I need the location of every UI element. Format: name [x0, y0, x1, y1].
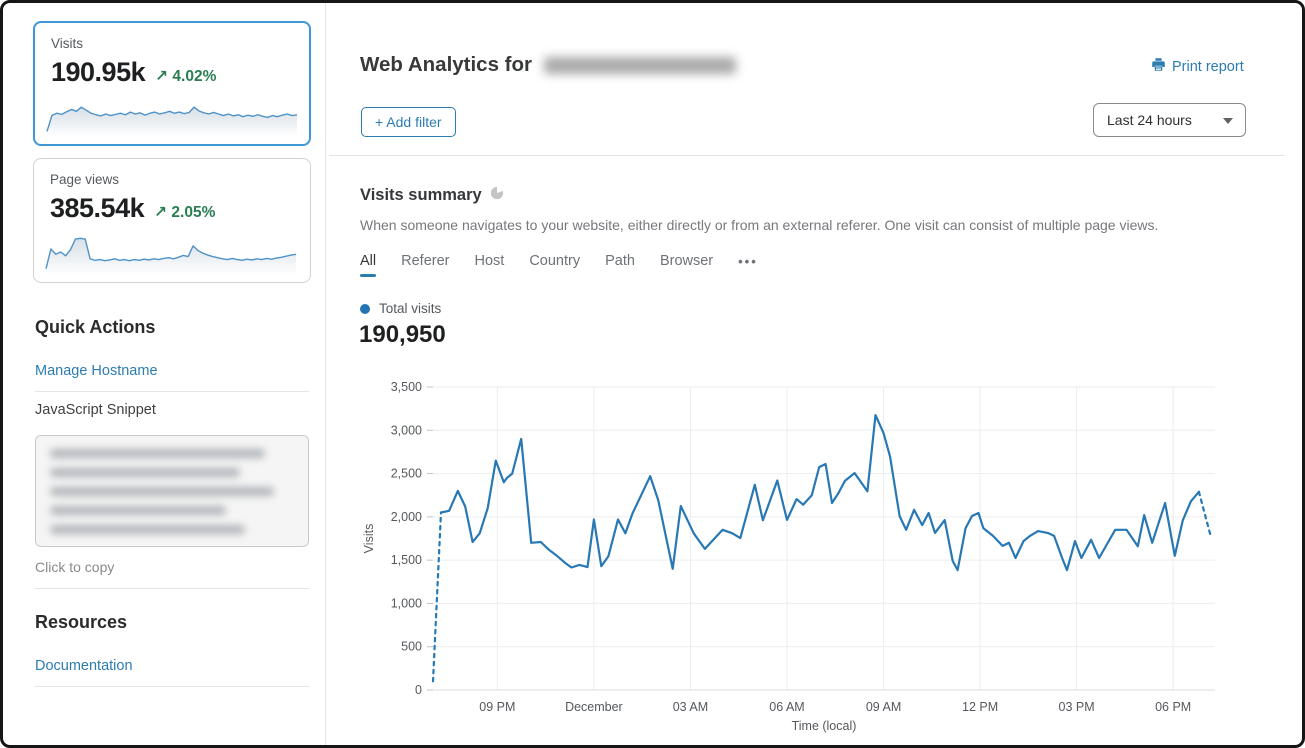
svg-text:09 PM: 09 PM	[479, 700, 515, 714]
svg-text:12 PM: 12 PM	[962, 700, 998, 714]
svg-text:09 AM: 09 AM	[866, 700, 901, 714]
visits-line-chart: 0 500 1,000 1,500 2,000 2,500 3,000 3,500 09 PM D…	[359, 375, 1229, 735]
redacted-code-line	[50, 487, 275, 496]
svg-text:2,000: 2,000	[391, 510, 422, 524]
time-range-dropdown[interactable]: Last 24 hours	[1093, 103, 1246, 137]
tab-all[interactable]: All	[360, 253, 377, 277]
pageviews-card-delta: ↗ 2.05%	[154, 204, 216, 221]
printer-icon	[1151, 57, 1166, 76]
print-report-label: Print report	[1172, 58, 1244, 75]
manage-hostname-link[interactable]: Manage Hostname	[35, 363, 158, 379]
divider	[35, 588, 309, 589]
tab-referer[interactable]: Referer	[401, 253, 450, 269]
pageviews-sparkline-chart	[45, 237, 297, 275]
visits-summary-description: When someone navigates to your website, …	[360, 217, 1159, 233]
svg-text:1,500: 1,500	[391, 553, 422, 567]
visits-summary-heading: Visits summary	[360, 186, 504, 205]
print-report-button[interactable]: Print report	[1151, 57, 1244, 76]
add-filter-button[interactable]: + Add filter	[361, 107, 456, 137]
svg-text:06 PM: 06 PM	[1155, 700, 1191, 714]
javascript-snippet-label: JavaScript Snippet	[35, 402, 156, 418]
svg-text:Visits: Visits	[362, 524, 376, 554]
page-title: Web Analytics for	[360, 53, 737, 77]
svg-text:06 AM: 06 AM	[769, 700, 804, 714]
trend-up-icon: ↗	[154, 204, 168, 221]
svg-text:500: 500	[401, 640, 422, 654]
redacted-code-line	[50, 525, 246, 534]
trend-up-icon: ↗	[155, 68, 169, 85]
svg-text:3,500: 3,500	[391, 380, 422, 394]
resources-heading: Resources	[35, 612, 128, 632]
documentation-link[interactable]: Documentation	[35, 658, 133, 674]
visits-card-label: Visits	[51, 36, 84, 51]
svg-text:2,500: 2,500	[391, 467, 422, 481]
quick-actions-heading: Quick Actions	[35, 317, 156, 337]
javascript-snippet-box[interactable]	[35, 435, 309, 547]
svg-text:December: December	[565, 700, 623, 714]
visits-card-delta: ↗ 4.02%	[155, 68, 217, 85]
pageviews-card-label: Page views	[50, 172, 120, 187]
redacted-code-line	[50, 468, 241, 477]
dimension-tabs: All Referer Host Country Path Browser •••	[360, 253, 758, 277]
sidebar-divider	[325, 3, 326, 745]
pie-help-icon[interactable]	[490, 186, 504, 205]
site-domain-redacted	[544, 56, 737, 74]
svg-text:03 PM: 03 PM	[1059, 700, 1095, 714]
divider	[35, 686, 309, 687]
pageviews-card-value: 385.54k	[50, 193, 145, 223]
legend-label: Total visits	[379, 301, 442, 316]
redacted-code-line	[50, 449, 265, 458]
time-range-value: Last 24 hours	[1107, 112, 1192, 128]
tabs-overflow-button[interactable]: •••	[738, 253, 758, 269]
header-divider	[329, 155, 1284, 156]
chevron-down-icon	[1223, 118, 1233, 124]
visits-sparkline-chart	[46, 106, 298, 137]
svg-text:0: 0	[415, 683, 422, 697]
tab-country[interactable]: Country	[529, 253, 581, 269]
tab-browser[interactable]: Browser	[659, 253, 714, 269]
svg-text:Time (local): Time (local)	[792, 719, 857, 733]
tab-host[interactable]: Host	[474, 253, 505, 269]
visits-metric-card[interactable]: Visits 190.95k ↗ 4.02%	[33, 21, 311, 146]
total-visits-value: 190,950	[359, 321, 446, 348]
svg-text:03 AM: 03 AM	[673, 700, 708, 714]
svg-text:3,000: 3,000	[391, 423, 422, 437]
tab-path[interactable]: Path	[605, 253, 635, 269]
chart-legend: Total visits	[360, 301, 441, 316]
legend-dot-icon	[360, 303, 370, 314]
line-chart-svg: 0 500 1,000 1,500 2,000 2,500 3,000 3,500 09 PM D…	[362, 380, 1215, 733]
svg-text:1,000: 1,000	[391, 596, 422, 610]
divider	[35, 391, 309, 392]
click-to-copy-hint: Click to copy	[35, 559, 115, 575]
visits-card-value: 190.95k	[51, 57, 146, 87]
redacted-code-line	[50, 506, 226, 515]
pageviews-metric-card[interactable]: Page views 385.54k ↗ 2.05%	[33, 158, 311, 283]
